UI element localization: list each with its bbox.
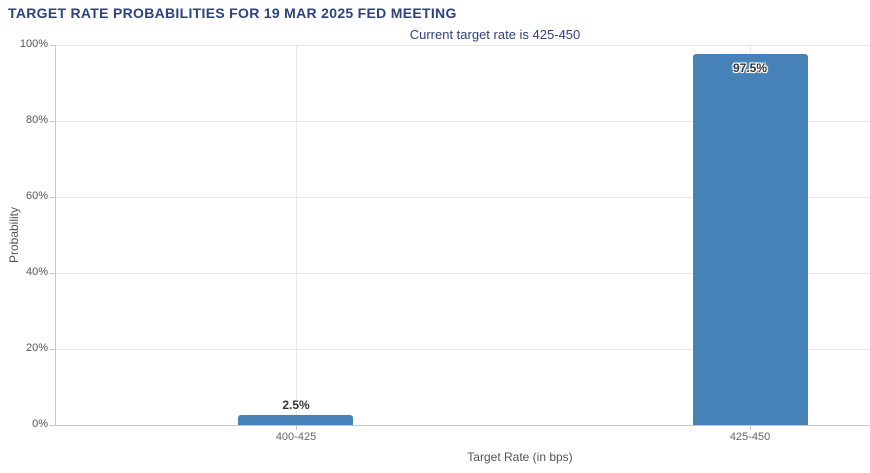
y-axis-tick — [50, 121, 55, 122]
y-axis-tick — [50, 425, 55, 426]
bar-400-425[interactable] — [238, 415, 353, 425]
y-gridline — [55, 197, 870, 198]
x-axis-title: Target Rate (in bps) — [467, 450, 573, 464]
y-axis-tick — [50, 197, 55, 198]
chart-title: TARGET RATE PROBABILITIES FOR 19 MAR 202… — [8, 5, 457, 21]
x-tick-label: 425-450 — [729, 431, 771, 443]
x-axis-line — [55, 425, 870, 426]
y-axis-tick — [50, 45, 55, 46]
y-gridline — [55, 45, 870, 46]
y-axis-tick — [50, 273, 55, 274]
y-tick-label: 100% — [19, 38, 48, 50]
x-tick-label: 400-425 — [275, 431, 317, 443]
bar-value-label: 2.5% — [282, 398, 310, 412]
y-gridline — [55, 273, 870, 274]
y-axis-line — [55, 45, 56, 426]
plot-area: 2.5% 97.5% — [55, 45, 870, 425]
x-gridline — [296, 45, 297, 425]
y-gridline — [55, 349, 870, 350]
y-tick-label: 80% — [25, 114, 48, 126]
y-gridline — [55, 121, 870, 122]
x-axis-tick — [296, 425, 297, 430]
y-tick-label: 40% — [25, 266, 48, 278]
chart-subtitle: Current target rate is 425-450 — [409, 27, 581, 42]
x-axis-tick — [750, 425, 751, 430]
y-axis-title: Probability — [7, 206, 21, 264]
y-tick-label: 60% — [25, 190, 48, 202]
y-tick-label: 0% — [32, 418, 48, 430]
y-axis-tick — [50, 349, 55, 350]
bar-425-450[interactable] — [693, 54, 808, 425]
bar-value-label: 97.5% — [732, 61, 768, 75]
y-tick-label: 20% — [25, 342, 48, 354]
